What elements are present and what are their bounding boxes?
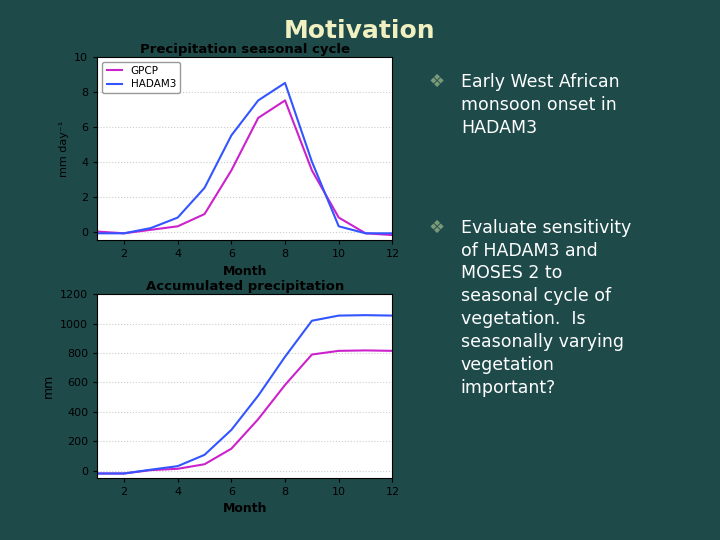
Text: Motivation: Motivation bbox=[284, 19, 436, 43]
Y-axis label: mm: mm bbox=[42, 374, 55, 398]
Legend: GPCP, HADAM3: GPCP, HADAM3 bbox=[102, 62, 180, 93]
Text: ❖: ❖ bbox=[428, 219, 444, 237]
X-axis label: Month: Month bbox=[222, 265, 267, 278]
X-axis label: Month: Month bbox=[222, 503, 267, 516]
Text: ❖: ❖ bbox=[428, 73, 444, 91]
Text: Evaluate sensitivity
of HADAM3 and
MOSES 2 to
seasonal cycle of
vegetation.  Is
: Evaluate sensitivity of HADAM3 and MOSES… bbox=[461, 219, 631, 397]
Title: Precipitation seasonal cycle: Precipitation seasonal cycle bbox=[140, 43, 350, 56]
Title: Accumulated precipitation: Accumulated precipitation bbox=[145, 280, 344, 293]
Y-axis label: mm day⁻¹: mm day⁻¹ bbox=[58, 120, 68, 177]
Text: Early West African
monsoon onset in
HADAM3: Early West African monsoon onset in HADA… bbox=[461, 73, 619, 137]
